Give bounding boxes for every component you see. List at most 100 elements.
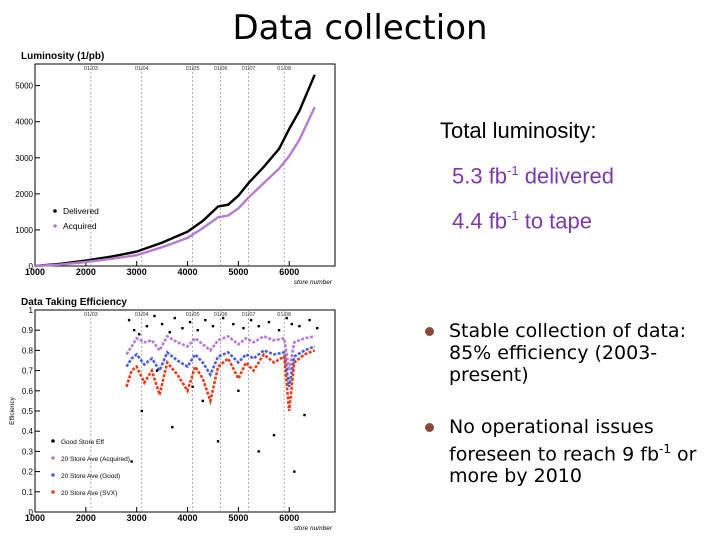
data-point-good-store-eff	[316, 326, 319, 330]
data-point-good-store-eff	[232, 322, 235, 326]
data-point-good-store-eff	[237, 389, 240, 392]
data-point-good-store-eff	[168, 331, 171, 334]
data-point-good-store-eff	[181, 326, 184, 330]
data-point-good-store-eff	[298, 324, 301, 328]
y-tick-label: 0.2	[22, 468, 34, 477]
data-point-good-store-eff	[267, 320, 271, 324]
legend-marker	[53, 209, 57, 213]
total-luminosity-heading: Total luminosity:	[440, 118, 597, 143]
plot-frame	[34, 63, 336, 267]
delivered-line: 5.3 fb-1 delivered	[452, 163, 614, 189]
date-marker-label: 01/05	[186, 312, 200, 318]
data-point-good-store-eff	[153, 314, 156, 318]
data-point-good-store-eff	[272, 434, 276, 437]
series-line-delivered	[34, 74, 316, 268]
data-point-good-store-eff	[130, 460, 133, 463]
data-point-good-store-eff	[308, 318, 311, 322]
date-marker-label: 01/06	[214, 66, 228, 72]
x-tick-label: 3000	[127, 513, 147, 523]
slide-title: Data collection	[232, 8, 488, 48]
legend-marker	[51, 456, 55, 460]
efficiency-chart: Data Taking Efficiency 01/03 01/04 01/05 01/…	[9, 297, 336, 532]
date-marker-label: 01/08	[277, 312, 291, 318]
data-point-good-store-eff	[160, 322, 164, 326]
x-tick-label: 4000	[178, 267, 198, 277]
luminosity-chart: Luminosity (1/pb) 01/03 01/04 01/05 01/06 01/…	[15, 51, 336, 286]
x-tick-label: 6000	[279, 267, 299, 277]
bullet-item-efficiency: Stable collection of data: 85% efficienc…	[425, 320, 715, 386]
legend-label: Good Store Eff	[61, 439, 104, 446]
y-tick-label: 0	[29, 508, 34, 517]
data-point-good-store-eff	[303, 413, 306, 417]
data-point-good-store-eff	[216, 440, 220, 443]
x-tick-label: 2000	[76, 267, 96, 277]
date-marker-label: 01/08	[277, 66, 291, 72]
data-point-good-store-eff	[201, 399, 204, 403]
data-point-good-store-eff	[171, 425, 174, 429]
to-tape-value: 4.4 fb	[452, 208, 508, 234]
date-marker-label: 01/04	[135, 312, 149, 318]
y-tick-label: 0.8	[22, 346, 34, 355]
date-marker-label: 01/07	[242, 312, 256, 318]
bullet-dot-icon	[425, 327, 434, 336]
x-tick-label: 1000	[25, 267, 45, 277]
bullet-item-outlook: No operational issues foreseen to reach …	[425, 416, 715, 487]
series-line-acquired	[34, 106, 316, 268]
x-axis-label: store number	[294, 279, 333, 286]
bullet-dot-icon	[425, 423, 434, 432]
data-point-good-store-eff	[196, 329, 199, 332]
x-axis-label: store number	[294, 525, 333, 532]
legend-marker	[51, 439, 55, 443]
data-point-good-store-eff	[138, 333, 141, 336]
x-tick-label: 2000	[76, 513, 96, 523]
data-point-good-store-eff	[211, 324, 215, 328]
data-point-good-store-eff	[290, 322, 293, 326]
bullet-text-outlook-pre: No operational issues foreseen to reach …	[449, 416, 660, 466]
delivered-suffix: delivered	[518, 163, 614, 189]
series-line-store-ave-acquired	[125, 334, 315, 371]
x-tick-label: 4000	[178, 513, 198, 523]
data-point-good-store-eff	[221, 316, 225, 320]
bullet-text-outlook-exp: -1	[659, 442, 671, 456]
data-point-good-store-eff	[173, 316, 177, 320]
legend-label: 20 Store Ave (SVX)	[61, 490, 117, 497]
bullet-list: Stable collection of data: 85% efficienc…	[425, 320, 715, 517]
bullet-text-efficiency: Stable collection of data: 85% efficienc…	[449, 320, 686, 386]
date-marker-label: 01/05	[186, 66, 200, 72]
y-tick-label: 4000	[15, 118, 33, 127]
x-tick-label: 5000	[228, 267, 248, 277]
series-line-store-ave-svx	[125, 349, 316, 412]
data-point-good-store-eff	[127, 318, 131, 322]
data-point-good-store-eff	[257, 450, 260, 453]
legend-label: 20 Store Ave (Acquired)	[61, 456, 130, 463]
y-tick-label: 1	[29, 306, 34, 315]
y-tick-label: 5000	[15, 82, 33, 91]
y-tick-label: 0.3	[22, 447, 34, 456]
date-marker-label: 01/07	[242, 66, 256, 72]
data-point-good-store-eff	[242, 326, 245, 330]
delivered-exponent: -1	[507, 163, 519, 178]
data-point-good-store-eff	[249, 318, 253, 322]
date-marker-label: 01/04	[135, 66, 149, 72]
y-tick-label: 0.4	[22, 427, 34, 436]
date-marker-label: 01/03	[84, 66, 98, 72]
y-tick-label: 1000	[15, 226, 33, 235]
data-point-good-store-eff	[293, 470, 296, 473]
data-point-good-store-eff	[140, 409, 143, 413]
delivered-value: 5.3 fb	[452, 163, 508, 189]
legend-marker	[51, 490, 55, 494]
y-tick-label: 0.7	[22, 367, 34, 376]
y-tick-label: 0.6	[22, 387, 34, 396]
x-tick-label: 5000	[228, 513, 248, 523]
y-tick-label: 0.9	[22, 326, 34, 335]
data-point-good-store-eff	[277, 329, 281, 332]
date-marker-label: 01/03	[84, 312, 98, 318]
to-tape-suffix: to tape	[518, 208, 592, 234]
legend-label: Delivered	[63, 206, 99, 216]
data-point-good-store-eff	[188, 320, 192, 324]
chart-title: Data Taking Efficiency	[21, 297, 127, 308]
data-point-good-store-eff	[204, 318, 207, 322]
data-point-good-store-eff	[191, 385, 194, 388]
date-marker-label: 01/06	[214, 312, 228, 318]
y-axis-label: Efficiency	[9, 396, 16, 424]
